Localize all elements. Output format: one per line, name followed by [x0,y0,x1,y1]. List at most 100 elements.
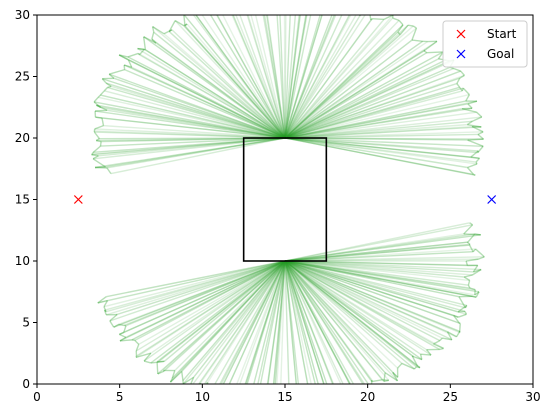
sample-path-spoke [284,260,309,384]
sample-path-spoke [284,15,323,139]
sample-path-spoke [284,260,298,384]
sample-path-spoke [284,15,333,139]
sample-path-edge [383,15,394,21]
sample-path-spoke [284,15,312,139]
sample-path-spoke [284,260,470,282]
sample-path-spoke [284,82,458,139]
sample-path-spoke [284,260,470,289]
sample-path-spoke [145,49,286,139]
sample-path-edge [119,331,125,335]
sample-path-spoke [284,15,308,139]
sample-path-spoke [284,260,461,333]
sample-path-spoke [284,15,323,139]
sample-path-edge [478,256,485,260]
y-tick-label: 25 [15,70,30,84]
sample-path-spoke [284,248,476,262]
sample-path-spoke [284,15,337,139]
sample-path-spoke [106,260,286,298]
sample-path-edge [471,125,484,133]
sample-path-edge [174,20,185,27]
sample-path-spoke [284,260,444,350]
sample-path-spoke [184,25,286,139]
sample-path-spoke [284,260,466,313]
sample-path-edge [127,59,133,68]
sample-path-edge [426,51,444,54]
sample-path-spoke [284,260,459,313]
sample-path-edge [157,370,165,375]
sample-path-edge [460,70,465,76]
sample-path-edge [465,94,471,102]
sample-path-edge [477,131,484,136]
sample-path-spoke [284,15,394,139]
sample-path-spoke [214,260,286,384]
sample-path-edge [105,82,112,87]
sample-path-edge [437,51,444,60]
sample-path-spoke [259,260,286,384]
sample-path-spoke [284,260,403,364]
sample-path-edge [464,274,473,278]
sample-path-edge [113,323,119,328]
sample-path-edge [417,365,421,369]
sample-path-spoke [284,15,357,139]
sample-path-spoke [284,260,441,351]
sample-path-spoke [284,59,446,139]
sample-path-spoke [284,15,361,139]
sample-path-edge [447,331,457,338]
sample-path-spoke [284,116,482,139]
sample-path-spoke [207,260,286,383]
sample-path-spoke [135,260,286,358]
sample-path-spoke [136,260,286,357]
sample-path-edge [467,138,484,141]
sample-path-edge [477,133,484,140]
sample-path-edge [459,74,465,79]
sample-path-spoke [163,260,286,362]
sample-path-spoke [245,260,286,384]
sample-path-edge [472,265,479,273]
sample-path-edge [458,323,461,333]
sample-path-edge [456,83,461,88]
sample-path-spoke [137,47,286,139]
sample-path-edge [103,300,109,308]
start-marker [73,195,83,204]
sample-path-edge [96,104,108,111]
sample-path-spoke [182,260,286,382]
sample-path-spoke [236,260,286,384]
sample-path-edge [162,369,165,372]
sample-path-edge [457,304,468,313]
sample-path-edge [370,380,373,384]
sample-path-edge [464,305,468,309]
sample-path-edge [467,100,478,105]
sample-path-edge [461,87,464,92]
sample-path-spoke [284,60,450,139]
sample-path-spoke [284,251,474,262]
markers [73,195,497,204]
sample-path-edge [96,139,102,143]
legend: Start Goal [442,20,528,68]
sample-path-spoke [284,24,404,139]
sample-path-spoke [284,260,467,315]
sample-path-spoke [284,15,297,139]
sample-path-edge [466,241,471,245]
sample-path-edge [411,27,418,41]
sample-path-spoke [284,260,421,355]
sample-path-edge [143,36,157,44]
sample-path-spoke [284,31,399,139]
sample-path-spoke [92,137,286,155]
sample-path-spoke [103,260,286,308]
sample-path-edge [96,104,101,108]
sample-path-spoke [195,15,286,139]
sample-path-spoke [284,260,344,384]
sample-path-edge [466,120,473,126]
sample-path-spoke [137,52,286,139]
sample-path-spoke [284,77,460,139]
sample-path-spoke [116,260,286,316]
sample-path-edge [467,163,478,169]
sample-path-edge [184,23,188,27]
sample-path-edge [168,20,176,32]
sample-path-edge [101,78,107,84]
sample-path-spoke [273,260,286,384]
sample-path-edge [477,145,484,153]
sample-path-edge [95,109,108,112]
sample-path-spoke [174,260,286,372]
sample-path-spoke [284,40,429,139]
